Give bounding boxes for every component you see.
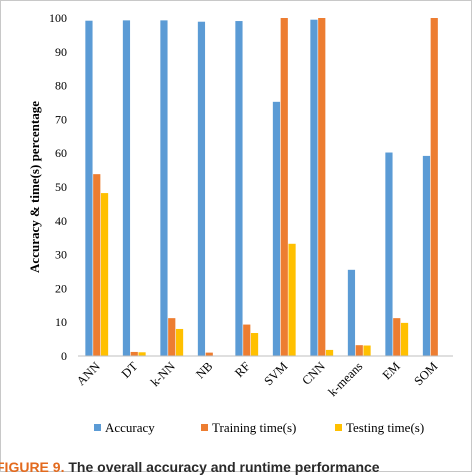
bar-accuracy	[122, 20, 131, 357]
figure-label: FIGURE 9.	[0, 459, 65, 475]
y-tick-label: 80	[55, 79, 67, 93]
x-category-label: CNN	[299, 359, 328, 388]
y-tick-label: 100	[49, 11, 67, 25]
y-tick-label: 60	[55, 146, 67, 160]
bar-testing-time	[100, 193, 109, 356]
y-axis-label: Accuracy & time(s) percentage	[27, 101, 42, 273]
bar-training-time	[393, 318, 401, 356]
bar-testing-time	[250, 333, 259, 356]
bar-accuracy	[272, 101, 281, 356]
y-tick-label: 20	[55, 281, 67, 295]
x-category-label: SVM	[261, 359, 290, 388]
bar-testing-time	[175, 328, 184, 356]
bar-testing-time	[138, 352, 146, 356]
bar-training-time	[93, 174, 101, 356]
bar-testing-time	[363, 345, 371, 356]
y-tick-label: 30	[55, 248, 67, 262]
bar-testing-time	[400, 322, 409, 356]
bar-accuracy	[85, 20, 93, 356]
y-tick-label: 10	[55, 315, 67, 329]
legend-swatch	[335, 424, 342, 431]
bar-training-time	[430, 18, 438, 356]
bar-accuracy	[197, 21, 206, 357]
x-category-label: k-means	[326, 359, 366, 399]
bar-training-time	[168, 318, 176, 356]
bar-training-time	[243, 324, 251, 356]
bar-training-time	[205, 352, 213, 356]
y-axis-ticks: 0 10 20 30 40 50 60 70 80 90 100	[49, 11, 67, 363]
bar-accuracy	[347, 269, 356, 356]
bar-testing-time	[325, 349, 334, 356]
legend: Accuracy Training time(s) Testing time(s)	[94, 420, 424, 435]
bar-training-time	[355, 345, 363, 356]
y-tick-label: 0	[61, 349, 67, 363]
x-category-label: NB	[193, 359, 215, 381]
bar-accuracy	[385, 152, 393, 356]
x-category-label: RF	[232, 359, 253, 380]
bar-training-time	[130, 351, 138, 356]
bar-training-time	[318, 18, 326, 356]
x-category-label: SOM	[411, 359, 440, 388]
y-tick-label: 40	[55, 214, 67, 228]
legend-label: Accuracy	[105, 420, 155, 435]
x-category-label: EM	[380, 359, 403, 382]
bar-accuracy	[235, 21, 243, 357]
x-category-label: ANN	[74, 359, 103, 388]
caption-text: The overall accuracy and runtime perform…	[68, 459, 380, 475]
legend-swatch	[201, 424, 208, 431]
legend-label: Testing time(s)	[346, 420, 424, 435]
y-tick-label: 70	[55, 112, 67, 126]
bar-accuracy	[422, 155, 431, 356]
x-category-label: k-NN	[148, 359, 178, 389]
bar-accuracy	[310, 19, 318, 356]
y-tick-label: 50	[55, 180, 67, 194]
bar-testing-time	[288, 243, 296, 356]
legend-swatch	[94, 424, 101, 431]
bar-training-time	[280, 18, 288, 356]
bar-accuracy	[160, 20, 168, 357]
legend-label: Training time(s)	[212, 420, 296, 435]
x-category-label: DT	[119, 359, 141, 381]
figure-caption: FIGURE 9. The overall accuracy and runti…	[0, 459, 380, 475]
bars	[85, 18, 438, 357]
y-tick-label: 90	[55, 45, 67, 59]
